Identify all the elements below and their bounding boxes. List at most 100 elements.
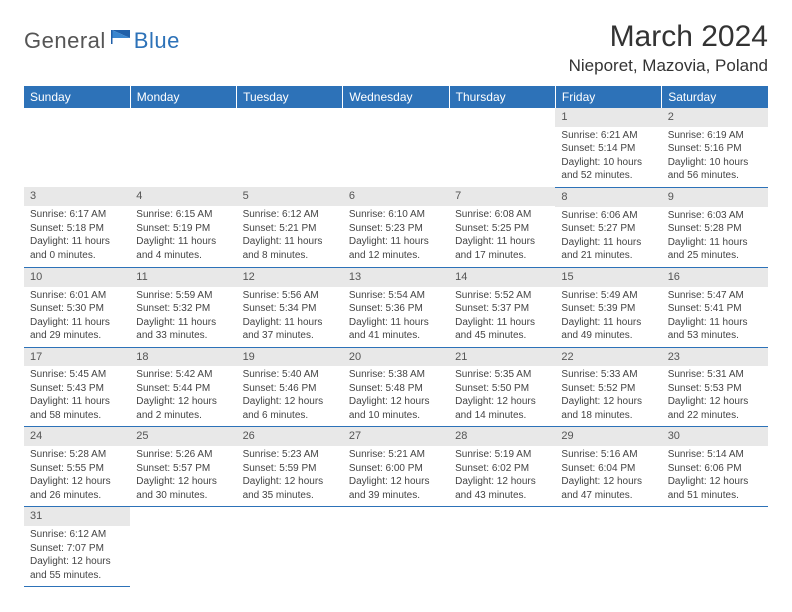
- daylight-text-2: and 58 minutes.: [30, 409, 124, 423]
- day-details: Sunrise: 5:26 AMSunset: 5:57 PMDaylight:…: [130, 446, 236, 506]
- day-cell: 12Sunrise: 5:56 AMSunset: 5:34 PMDayligh…: [237, 267, 343, 347]
- sunset-text: Sunset: 5:46 PM: [243, 382, 337, 396]
- day-details: Sunrise: 6:08 AMSunset: 5:25 PMDaylight:…: [449, 206, 555, 266]
- day-details: Sunrise: 5:33 AMSunset: 5:52 PMDaylight:…: [555, 366, 661, 426]
- day-number: 1: [555, 108, 661, 127]
- daylight-text: Daylight: 11 hours: [349, 316, 443, 330]
- daylight-text-2: and 43 minutes.: [455, 489, 549, 503]
- day-details: Sunrise: 5:28 AMSunset: 5:55 PMDaylight:…: [24, 446, 130, 506]
- day-number: 18: [130, 348, 236, 367]
- sunset-text: Sunset: 5:36 PM: [349, 302, 443, 316]
- sunset-text: Sunset: 5:43 PM: [30, 382, 124, 396]
- day-details: Sunrise: 6:10 AMSunset: 5:23 PMDaylight:…: [343, 206, 449, 266]
- day-cell: 9Sunrise: 6:03 AMSunset: 5:28 PMDaylight…: [662, 187, 768, 267]
- empty-cell: [449, 108, 555, 187]
- day-number: 10: [24, 268, 130, 287]
- day-number: 4: [130, 187, 236, 206]
- day-number: 27: [343, 427, 449, 446]
- sunrise-text: Sunrise: 6:06 AM: [561, 209, 655, 223]
- daylight-text-2: and 29 minutes.: [30, 329, 124, 343]
- day-number: 21: [449, 348, 555, 367]
- day-details: Sunrise: 5:45 AMSunset: 5:43 PMDaylight:…: [24, 366, 130, 426]
- daylight-text: Daylight: 10 hours: [668, 156, 762, 170]
- daylight-text: Daylight: 11 hours: [668, 236, 762, 250]
- sunset-text: Sunset: 5:53 PM: [668, 382, 762, 396]
- daylight-text: Daylight: 12 hours: [668, 475, 762, 489]
- sunset-text: Sunset: 5:57 PM: [136, 462, 230, 476]
- day-details: Sunrise: 6:03 AMSunset: 5:28 PMDaylight:…: [662, 207, 768, 267]
- sunrise-text: Sunrise: 6:01 AM: [30, 289, 124, 303]
- daylight-text-2: and 21 minutes.: [561, 249, 655, 263]
- day-details: Sunrise: 6:12 AMSunset: 7:07 PMDaylight:…: [24, 526, 130, 586]
- sunset-text: Sunset: 6:02 PM: [455, 462, 549, 476]
- daylight-text-2: and 17 minutes.: [455, 249, 549, 263]
- day-details: Sunrise: 5:35 AMSunset: 5:50 PMDaylight:…: [449, 366, 555, 426]
- week-row: 1Sunrise: 6:21 AMSunset: 5:14 PMDaylight…: [24, 108, 768, 187]
- sunset-text: Sunset: 5:41 PM: [668, 302, 762, 316]
- week-row: 3Sunrise: 6:17 AMSunset: 5:18 PMDaylight…: [24, 187, 768, 267]
- sunrise-text: Sunrise: 5:35 AM: [455, 368, 549, 382]
- empty-cell: [555, 507, 661, 587]
- day-number: 30: [662, 427, 768, 446]
- daylight-text-2: and 56 minutes.: [668, 169, 762, 183]
- sunset-text: Sunset: 5:37 PM: [455, 302, 549, 316]
- sunrise-text: Sunrise: 5:14 AM: [668, 448, 762, 462]
- daylight-text-2: and 2 minutes.: [136, 409, 230, 423]
- empty-cell: [237, 507, 343, 587]
- day-cell: 11Sunrise: 5:59 AMSunset: 5:32 PMDayligh…: [130, 267, 236, 347]
- weekday-header: Monday: [130, 86, 236, 108]
- day-cell: 16Sunrise: 5:47 AMSunset: 5:41 PMDayligh…: [662, 267, 768, 347]
- day-cell: 8Sunrise: 6:06 AMSunset: 5:27 PMDaylight…: [555, 187, 661, 267]
- sunset-text: Sunset: 5:39 PM: [561, 302, 655, 316]
- daylight-text: Daylight: 12 hours: [30, 555, 124, 569]
- sunset-text: Sunset: 5:19 PM: [136, 222, 230, 236]
- daylight-text: Daylight: 12 hours: [349, 395, 443, 409]
- day-number: 8: [555, 188, 661, 207]
- day-details: Sunrise: 5:21 AMSunset: 6:00 PMDaylight:…: [343, 446, 449, 506]
- sunrise-text: Sunrise: 5:23 AM: [243, 448, 337, 462]
- day-details: Sunrise: 6:01 AMSunset: 5:30 PMDaylight:…: [24, 287, 130, 347]
- daylight-text-2: and 8 minutes.: [243, 249, 337, 263]
- day-number: 2: [662, 108, 768, 127]
- day-details: Sunrise: 6:19 AMSunset: 5:16 PMDaylight:…: [662, 127, 768, 187]
- day-cell: 31Sunrise: 6:12 AMSunset: 7:07 PMDayligh…: [24, 507, 130, 587]
- daylight-text: Daylight: 12 hours: [136, 475, 230, 489]
- day-cell: 23Sunrise: 5:31 AMSunset: 5:53 PMDayligh…: [662, 347, 768, 427]
- daylight-text-2: and 41 minutes.: [349, 329, 443, 343]
- day-number: 13: [343, 268, 449, 287]
- daylight-text-2: and 53 minutes.: [668, 329, 762, 343]
- daylight-text: Daylight: 11 hours: [455, 316, 549, 330]
- sunset-text: Sunset: 5:18 PM: [30, 222, 124, 236]
- day-number: 24: [24, 427, 130, 446]
- daylight-text: Daylight: 12 hours: [455, 395, 549, 409]
- day-details: Sunrise: 6:15 AMSunset: 5:19 PMDaylight:…: [130, 206, 236, 266]
- daylight-text-2: and 14 minutes.: [455, 409, 549, 423]
- sunrise-text: Sunrise: 6:21 AM: [561, 129, 655, 143]
- sunrise-text: Sunrise: 5:26 AM: [136, 448, 230, 462]
- daylight-text: Daylight: 11 hours: [561, 236, 655, 250]
- sunset-text: Sunset: 5:32 PM: [136, 302, 230, 316]
- empty-cell: [24, 108, 130, 187]
- day-cell: 20Sunrise: 5:38 AMSunset: 5:48 PMDayligh…: [343, 347, 449, 427]
- day-number: 9: [662, 188, 768, 207]
- day-details: Sunrise: 5:56 AMSunset: 5:34 PMDaylight:…: [237, 287, 343, 347]
- day-details: Sunrise: 5:59 AMSunset: 5:32 PMDaylight:…: [130, 287, 236, 347]
- day-details: Sunrise: 5:14 AMSunset: 6:06 PMDaylight:…: [662, 446, 768, 506]
- sunrise-text: Sunrise: 6:12 AM: [243, 208, 337, 222]
- day-details: Sunrise: 6:06 AMSunset: 5:27 PMDaylight:…: [555, 207, 661, 267]
- day-cell: 29Sunrise: 5:16 AMSunset: 6:04 PMDayligh…: [555, 427, 661, 507]
- day-details: Sunrise: 6:17 AMSunset: 5:18 PMDaylight:…: [24, 206, 130, 266]
- sunrise-text: Sunrise: 5:31 AM: [668, 368, 762, 382]
- sunrise-text: Sunrise: 5:21 AM: [349, 448, 443, 462]
- sunset-text: Sunset: 7:07 PM: [30, 542, 124, 556]
- weekday-header: Wednesday: [343, 86, 449, 108]
- daylight-text: Daylight: 12 hours: [136, 395, 230, 409]
- sunrise-text: Sunrise: 5:47 AM: [668, 289, 762, 303]
- sunset-text: Sunset: 5:34 PM: [243, 302, 337, 316]
- sunrise-text: Sunrise: 5:52 AM: [455, 289, 549, 303]
- day-cell: 26Sunrise: 5:23 AMSunset: 5:59 PMDayligh…: [237, 427, 343, 507]
- day-cell: 7Sunrise: 6:08 AMSunset: 5:25 PMDaylight…: [449, 187, 555, 267]
- brand-name-a: General: [24, 28, 106, 54]
- daylight-text-2: and 22 minutes.: [668, 409, 762, 423]
- location: Nieporet, Mazovia, Poland: [569, 56, 768, 76]
